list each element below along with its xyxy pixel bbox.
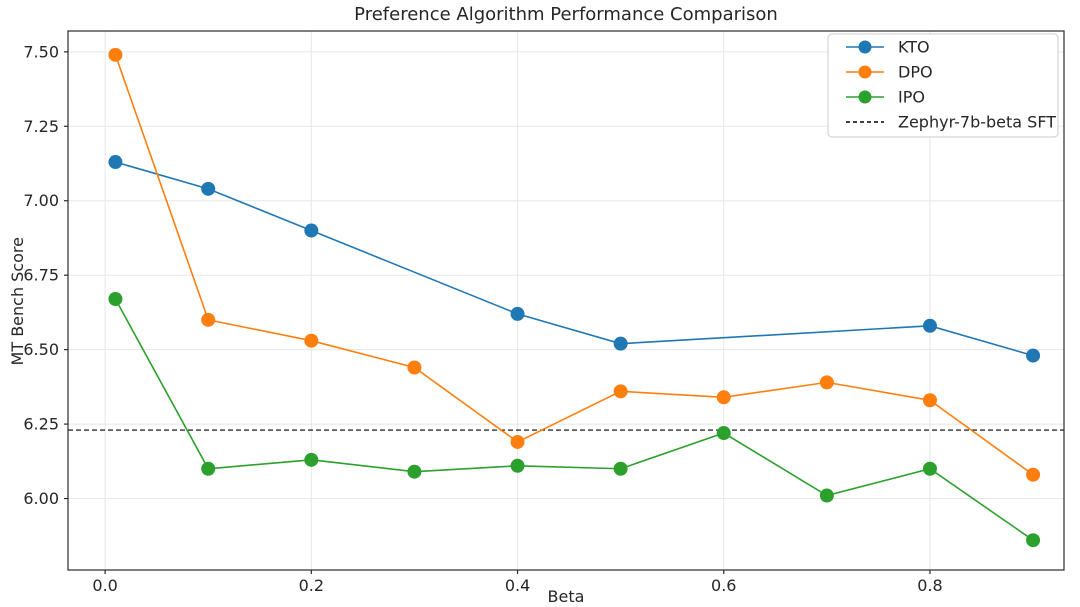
y-tick-label: 7.50	[23, 42, 59, 61]
plot-border	[67, 30, 1065, 571]
y-tick-label: 7.25	[23, 117, 59, 136]
x-tick-label: 0.2	[299, 576, 324, 595]
legend-label: Zephyr-7b-beta SFT	[898, 113, 1056, 132]
legend-item-zephyr-7b-beta-sft: Zephyr-7b-beta SFT	[846, 113, 1056, 132]
data-point-ipo	[613, 461, 628, 476]
series-line-ipo	[114, 298, 1034, 541]
data-point-kto	[922, 318, 937, 333]
legend-marker	[858, 40, 872, 54]
x-tick-label: 0.8	[917, 576, 942, 595]
data-point-dpo	[407, 360, 422, 375]
data-point-ipo	[407, 464, 422, 479]
x-axis-label: Beta	[547, 587, 585, 606]
data-point-ipo	[201, 461, 216, 476]
data-point-dpo	[304, 333, 319, 348]
y-tick-label: 7.00	[23, 191, 59, 210]
data-point-dpo	[510, 434, 525, 449]
y-tick-label: 6.50	[23, 340, 59, 359]
x-tick-label: 0.0	[92, 576, 117, 595]
x-tick-label: 0.4	[505, 576, 530, 595]
data-point-kto	[108, 155, 123, 170]
data-point-ipo	[716, 426, 731, 441]
data-point-kto	[510, 306, 525, 321]
y-tick-label: 6.25	[23, 415, 59, 434]
legend-marker	[858, 90, 872, 104]
legend-label: IPO	[898, 88, 925, 107]
data-point-kto	[1026, 348, 1041, 363]
data-point-dpo	[613, 384, 628, 399]
legend: KTO DPO IPO Zephyr-7b-beta SFT	[827, 33, 1059, 138]
x-tick-label: 0.6	[711, 576, 736, 595]
data-point-kto	[304, 223, 319, 238]
y-tick-label: 6.00	[23, 489, 59, 508]
data-point-ipo	[819, 488, 834, 503]
y-tick-label: 6.75	[23, 266, 59, 285]
data-point-kto	[201, 181, 216, 196]
data-point-ipo	[1026, 533, 1041, 548]
y-axis-label: MT Bench Score	[8, 237, 27, 366]
chart-title: Preference Algorithm Performance Compari…	[354, 4, 778, 25]
legend-marker	[858, 65, 872, 79]
data-point-dpo	[922, 393, 937, 408]
data-point-dpo	[108, 47, 123, 62]
legend-label: KTO	[898, 38, 930, 57]
data-point-dpo	[1026, 467, 1041, 482]
data-point-kto	[613, 336, 628, 351]
data-point-dpo	[201, 312, 216, 327]
data-point-ipo	[922, 461, 937, 476]
legend-item-dpo: DPO	[846, 63, 933, 82]
data-point-ipo	[108, 292, 123, 307]
legend-label: DPO	[898, 63, 933, 82]
data-point-ipo	[304, 452, 319, 467]
data-point-dpo	[819, 375, 834, 390]
series-line-dpo	[114, 54, 1034, 476]
data-point-dpo	[716, 390, 731, 405]
legend-item-ipo: IPO	[846, 88, 925, 107]
legend-box	[827, 33, 1059, 138]
data-point-ipo	[510, 458, 525, 473]
legend-item-kto: KTO	[846, 38, 930, 57]
